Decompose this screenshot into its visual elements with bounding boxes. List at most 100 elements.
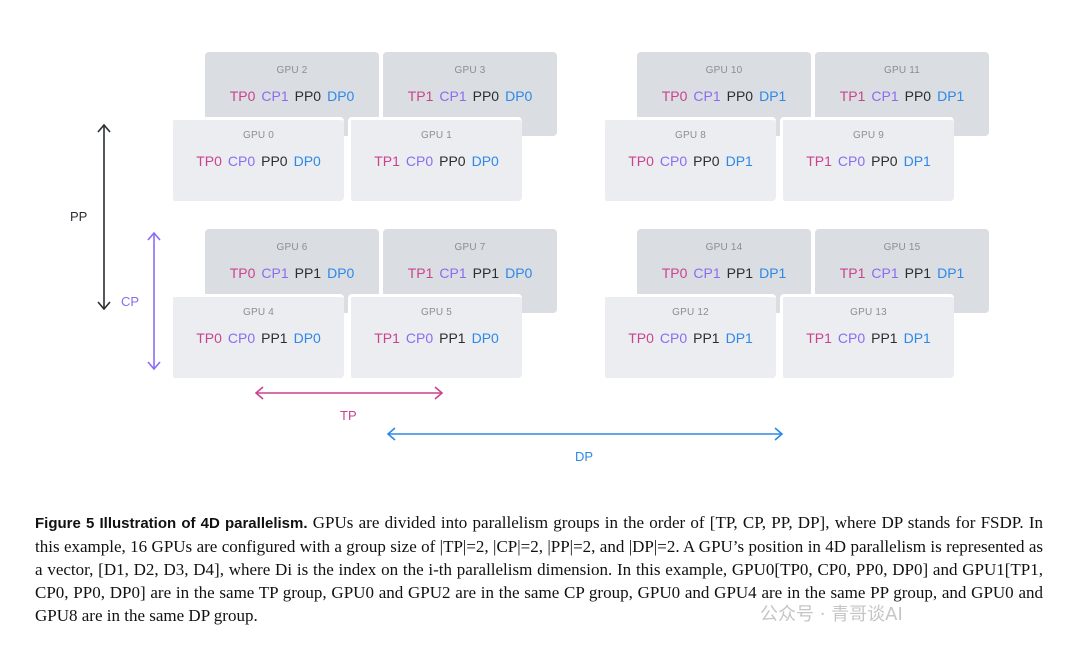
gpu-name: GPU 8: [674, 130, 706, 141]
cp-index: CP0: [405, 153, 434, 169]
dp-index: DP0: [293, 330, 321, 346]
dp-index: DP1: [903, 330, 931, 346]
tp-index: TP0: [628, 153, 654, 169]
pp-index: PP0: [871, 153, 898, 169]
tp-index: TP1: [374, 330, 400, 346]
gpu-name: GPU 0: [242, 130, 274, 141]
pp-index: PP0: [726, 88, 754, 104]
gpu-name: GPU 1: [420, 130, 452, 141]
tp-index: TP1: [839, 265, 866, 281]
gpu-name: GPU 12: [672, 307, 709, 318]
dp-index: DP0: [293, 153, 321, 169]
pp-index: PP0: [472, 88, 500, 104]
gpu-card-13: GPU 13 TP1 CP0 PP1 DP1: [780, 294, 954, 378]
dp-index: DP0: [505, 88, 533, 104]
watermark: 公众号 · 青哥谈AI: [760, 604, 903, 625]
gpu-name: GPU 7: [454, 242, 486, 253]
gpu-card-1: GPU 1 TP1 CP0 PP0 DP0: [348, 117, 522, 201]
gpu-card-9: GPU 9 TP1 CP0 PP0 DP1: [780, 117, 954, 201]
dp-index: DP1: [725, 153, 753, 169]
cp-index: CP1: [693, 88, 721, 104]
tp-index: TP1: [407, 88, 434, 104]
cp-index: CP0: [837, 153, 866, 169]
gpu-name: GPU 13: [850, 307, 887, 318]
pp-index: PP1: [693, 330, 720, 346]
tp-axis-label: TP: [340, 408, 357, 423]
tp-arrow: [254, 386, 444, 400]
cp-index: CP0: [659, 330, 688, 346]
pp-index: PP1: [726, 265, 754, 281]
tp-index: TP0: [196, 330, 222, 346]
tp-index: TP1: [839, 88, 866, 104]
gpu-name: GPU 10: [705, 65, 743, 76]
cp-index: CP1: [693, 265, 721, 281]
cp-index: CP0: [227, 330, 256, 346]
pp-arrow: [97, 123, 111, 311]
dp-index: DP0: [505, 265, 533, 281]
dp-index: DP1: [903, 153, 931, 169]
cp-index: CP0: [837, 330, 866, 346]
pp-index: PP1: [871, 330, 898, 346]
gpu-card-4: GPU 4 TP0 CP0 PP1 DP0: [170, 294, 344, 378]
pp-index: PP0: [693, 153, 720, 169]
figure-caption: Figure 5 Illustration of 4D parallelism.…: [35, 511, 1043, 627]
pp-index: PP1: [439, 330, 466, 346]
dp-index: DP0: [327, 88, 355, 104]
dp-index: DP0: [471, 153, 499, 169]
gpu-name: GPU 9: [852, 130, 884, 141]
gpu-name: GPU 3: [454, 65, 486, 76]
cp-index: CP1: [261, 265, 289, 281]
gpu-name: GPU 2: [276, 65, 308, 76]
gpu-name: GPU 14: [705, 242, 743, 253]
cp-index: CP1: [439, 265, 467, 281]
dp-axis-label: DP: [575, 449, 594, 464]
cp-index: CP1: [439, 88, 467, 104]
cp-index: CP1: [261, 88, 289, 104]
gpu-name: GPU 5: [420, 307, 452, 318]
pp-index: PP0: [294, 88, 322, 104]
tp-index: TP0: [661, 88, 688, 104]
cp-index: CP0: [227, 153, 256, 169]
cp-index: CP0: [659, 153, 688, 169]
dp-index: DP1: [759, 265, 787, 281]
axis-arrows: [97, 123, 784, 441]
pp-index: PP0: [439, 153, 466, 169]
pp-index: PP1: [904, 265, 932, 281]
gpu-card-12: GPU 12 TP0 CP0 PP1 DP1: [602, 294, 776, 378]
pp-index: PP0: [904, 88, 932, 104]
tp-index: TP0: [229, 265, 256, 281]
tp-index: TP1: [806, 153, 832, 169]
tp-index: TP0: [628, 330, 654, 346]
dp-index: DP0: [471, 330, 499, 346]
gpu-name: GPU 4: [242, 307, 274, 318]
tp-index: TP1: [806, 330, 832, 346]
pp-index: PP1: [261, 330, 288, 346]
pp-axis-label: PP: [70, 209, 88, 224]
gpu-card-8: GPU 8 TP0 CP0 PP0 DP1: [602, 117, 776, 201]
tp-index: TP0: [196, 153, 222, 169]
cp-index: CP0: [405, 330, 434, 346]
pp-index: PP1: [472, 265, 500, 281]
gpu-name: GPU 11: [883, 65, 921, 76]
gpu-name: GPU 15: [883, 242, 921, 253]
cp-index: CP1: [871, 265, 899, 281]
cp-axis-label: CP: [121, 294, 140, 309]
dp-index: DP1: [937, 265, 965, 281]
tp-index: TP0: [661, 265, 688, 281]
dp-index: DP0: [327, 265, 355, 281]
gpu-name: GPU 6: [276, 242, 308, 253]
cp-arrow: [147, 231, 161, 371]
dp-index: DP1: [725, 330, 753, 346]
tp-index: TP0: [229, 88, 256, 104]
pp-index: PP0: [261, 153, 288, 169]
dp-index: DP1: [937, 88, 965, 104]
caption-text: GPUs are divided into parallelism groups…: [35, 513, 1044, 625]
tp-index: TP1: [407, 265, 434, 281]
gpu-card-0: GPU 0 TP0 CP0 PP0 DP0: [170, 117, 344, 201]
caption-label: Figure 5 Illustration of 4D parallelism.: [35, 515, 308, 532]
pp-index: PP1: [294, 265, 322, 281]
cp-index: CP1: [871, 88, 899, 104]
gpu-card-5: GPU 5 TP1 CP0 PP1 DP0: [348, 294, 522, 378]
dp-arrow: [386, 427, 784, 441]
tp-index: TP1: [374, 153, 400, 169]
